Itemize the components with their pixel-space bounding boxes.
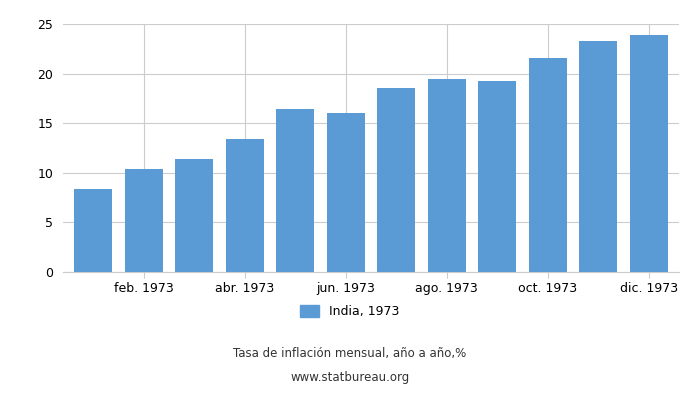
Bar: [630, 35, 668, 272]
Bar: [226, 139, 264, 272]
Bar: [428, 78, 466, 272]
Text: Tasa de inflación mensual, año a año,%: Tasa de inflación mensual, año a año,%: [233, 348, 467, 360]
Legend: India, 1973: India, 1973: [295, 300, 405, 323]
Bar: [125, 169, 162, 272]
Bar: [478, 80, 516, 272]
Bar: [175, 159, 214, 272]
Bar: [327, 113, 365, 272]
Text: www.statbureau.org: www.statbureau.org: [290, 372, 410, 384]
Bar: [377, 88, 415, 272]
Bar: [528, 58, 567, 272]
Bar: [74, 189, 112, 272]
Bar: [276, 109, 314, 272]
Bar: [580, 41, 617, 272]
